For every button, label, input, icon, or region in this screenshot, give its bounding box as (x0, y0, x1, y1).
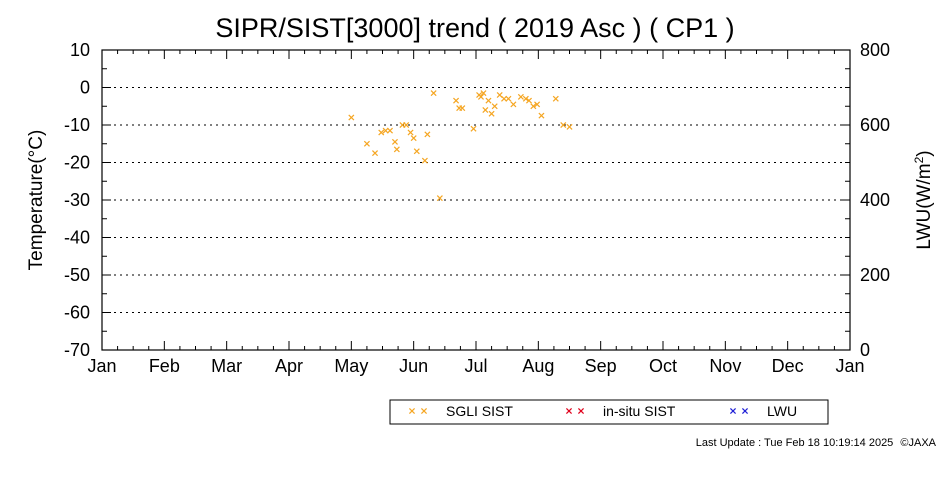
chart-title: SIPR/SIST[3000] trend ( 2019 Asc ) ( CP1… (215, 13, 734, 43)
y2-tick-label: 0 (860, 340, 870, 360)
data-point (410, 135, 417, 142)
y-axis-tick-labels: 10 0 -10 -20 -30 -40 -50 -60 -70 (64, 40, 90, 360)
y-tick-label: 0 (80, 78, 90, 98)
x-tick-label: Jun (399, 356, 428, 376)
legend-label: LWU (767, 403, 797, 419)
data-point (505, 95, 512, 102)
data-point (470, 125, 477, 132)
data-point (424, 131, 431, 138)
y2-axis-tick-labels: 800 600 400 200 0 (860, 40, 890, 360)
x-tick-label: Mar (211, 356, 242, 376)
legend-label: SGLI SIST (446, 403, 513, 419)
data-point (488, 110, 495, 117)
x-axis-tick-labels: Jan Feb Mar Apr May Jun Jul Aug Sep Oct Nov Dec Jan (87, 356, 864, 376)
footer: Last Update : Tue Feb 18 10:19:14 2025 ©… (692, 437, 936, 449)
data-point (510, 101, 517, 108)
y-tick-label: -50 (64, 265, 90, 285)
x-tick-label: Aug (522, 356, 554, 376)
data-point (407, 129, 414, 136)
y-tick-label: -70 (64, 340, 90, 360)
x-tick-label: Oct (649, 356, 677, 376)
x-tick-label: Jan (835, 356, 864, 376)
data-point (363, 140, 370, 147)
legend-marker (408, 407, 416, 415)
legend-marker (577, 407, 585, 415)
data-point (482, 106, 489, 114)
plot-frame (101, 49, 851, 351)
legend-marker (741, 407, 749, 415)
y2-tick-label: 800 (860, 40, 890, 60)
legend-marker (565, 407, 573, 415)
y-tick-label: -30 (64, 190, 90, 210)
y-tick-label: 10 (70, 40, 90, 60)
x-tick-label: Dec (772, 356, 804, 376)
data-point (382, 127, 389, 134)
x-tick-label: Feb (149, 356, 180, 376)
y-tick-label: -20 (64, 153, 90, 173)
y-axis-label: Temperature(°C) (26, 130, 47, 271)
data-point (530, 103, 537, 110)
last-update-text: Last Update : Tue Feb 18 10:19:14 2025 (695, 437, 894, 449)
legend-label: in-situ SIST (603, 403, 676, 419)
x-tick-label: Jul (464, 356, 487, 376)
x-tick-label: Apr (275, 356, 303, 376)
data-point (391, 138, 398, 145)
data-point (421, 157, 428, 164)
data-point (480, 90, 487, 97)
data-point (459, 105, 466, 112)
y2-axis-label: LWU(W/m2) (912, 150, 935, 249)
data-point (522, 95, 529, 102)
data-point (348, 114, 355, 121)
legend: SGLI SIST in-situ SIST LWU (389, 399, 829, 425)
data-point (453, 97, 460, 104)
y2-tick-label: 400 (860, 190, 890, 210)
x-tick-label: Nov (709, 356, 741, 376)
data-point (560, 121, 567, 129)
data-point (436, 195, 443, 202)
data-point (491, 103, 498, 110)
data-point (430, 90, 437, 97)
y-tick-label: -60 (64, 303, 90, 323)
legend-marker (729, 407, 737, 415)
data-point (534, 101, 541, 108)
y-tick-label: -10 (64, 115, 90, 135)
data-point (378, 129, 385, 136)
data-point (538, 112, 545, 119)
data-point (371, 150, 379, 157)
data-point (477, 93, 485, 100)
data-point (517, 93, 524, 100)
x-tick-label: Jan (87, 356, 116, 376)
grid-lines (102, 87, 850, 313)
data-point (525, 97, 533, 104)
data-point (403, 121, 410, 129)
data-point (393, 146, 400, 153)
data-point (485, 97, 492, 104)
legend-marker (420, 407, 428, 415)
y-tick-label: -40 (64, 228, 90, 248)
data-point (413, 148, 420, 155)
data-point (386, 127, 394, 134)
x-tick-label: Sep (585, 356, 617, 376)
data-point (552, 95, 559, 102)
scatter-points (348, 90, 573, 202)
y2-tick-label: 600 (860, 115, 890, 135)
copyright-text: ©JAXA (900, 437, 936, 449)
y2-tick-label: 200 (860, 265, 890, 285)
x-tick-label: May (334, 356, 368, 376)
legend-box (389, 399, 829, 425)
data-point (501, 95, 508, 102)
data-point (566, 123, 573, 130)
